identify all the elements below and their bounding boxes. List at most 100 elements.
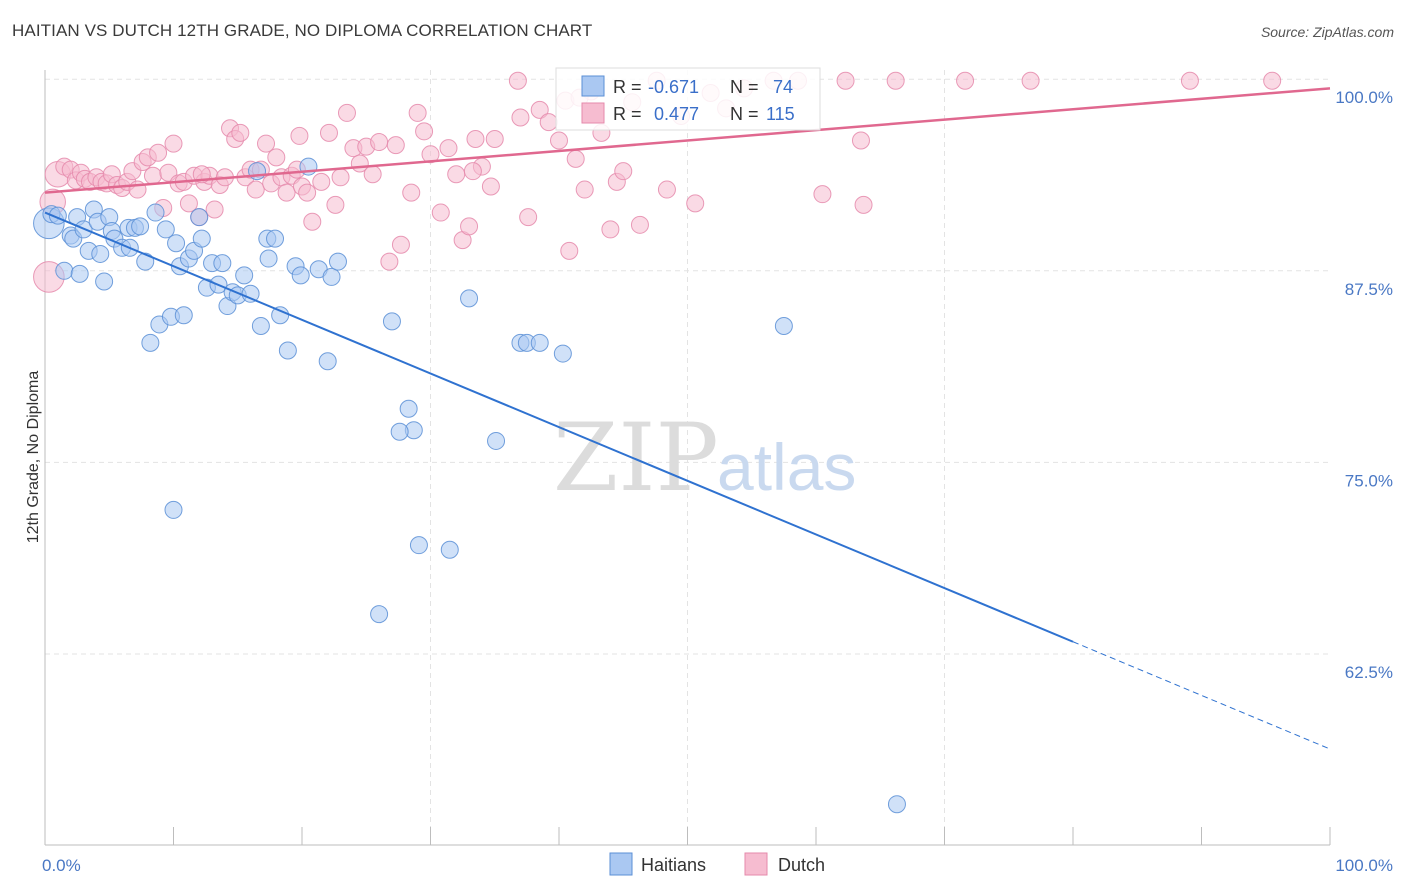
dutch-point-80 [530, 100, 549, 119]
watermark-atlas: atlas [717, 430, 856, 504]
haitian-point-47 [259, 249, 278, 268]
source-credit: Source: ZipAtlas.com [1260, 24, 1394, 40]
haitian-point-61 [409, 536, 428, 555]
haitian-point-7 [70, 264, 89, 283]
dutch-swatch [581, 102, 605, 124]
dutch-point-44 [267, 148, 286, 167]
dutch-point-88 [601, 220, 620, 239]
dutch-point-77 [485, 129, 504, 148]
haitian-point-23 [141, 333, 160, 352]
legend-haitians-label: Haitians [641, 855, 706, 875]
haitian-point-71 [887, 795, 906, 814]
y-tick-labels: 100.0% 87.5% 75.0% 62.5% [1335, 88, 1393, 682]
haitian-point-45 [251, 316, 270, 335]
haitian-point-12 [91, 244, 110, 263]
dutch-point-46 [277, 183, 296, 202]
haitian-point-67 [530, 333, 549, 352]
dutch-trend-line [44, 87, 1331, 194]
dutch-r-label: R = [613, 104, 642, 124]
haitian-point-57 [328, 252, 347, 271]
haitian-point-56 [322, 267, 341, 286]
dutch-point-116 [560, 241, 579, 260]
dutch-point-64 [391, 235, 410, 254]
y-axis-title: 12th Grade, No Diploma [25, 371, 42, 544]
haitian-point-26 [156, 220, 175, 239]
dutch-point-42 [257, 134, 276, 153]
trend-lines [44, 87, 1331, 750]
haitian-point-13 [95, 272, 114, 291]
dutch-point-27 [179, 194, 198, 213]
haitian-point-72 [774, 316, 793, 335]
dutch-point-71 [447, 165, 466, 184]
dutch-point-51 [303, 212, 322, 231]
dutch-point-67 [415, 122, 434, 141]
dutch-point-81 [539, 113, 558, 132]
dutch-point-24 [164, 134, 183, 153]
haitian-point-38 [213, 254, 232, 273]
legend-dutch-label: Dutch [778, 855, 825, 875]
haitians-n-label: N = [730, 77, 759, 97]
watermark: ZIP atlas [553, 404, 856, 513]
dutch-point-76 [481, 177, 500, 196]
x-tick-label-0: 0.0% [42, 856, 81, 875]
haitian-point-33 [190, 208, 209, 227]
haitians-r-value: -0.671 [648, 77, 699, 97]
dutch-point-74 [466, 129, 485, 148]
dutch-point-54 [326, 195, 345, 214]
dutch-point-52 [312, 172, 331, 191]
dutch-point-55 [331, 168, 350, 187]
dutch-point-114 [290, 126, 309, 145]
haitian-point-55 [318, 352, 337, 371]
dutch-point-73 [460, 217, 479, 236]
dutch-point-66 [408, 103, 427, 122]
legend-haitians-swatch [609, 852, 633, 876]
haitians-r-label: R = [613, 77, 642, 97]
dutch-point-99 [813, 185, 832, 204]
y-tick-label-1: 87.5% [1345, 280, 1393, 299]
dutch-point-82 [550, 131, 568, 150]
dutch-n-label: N = [730, 104, 759, 124]
dutch-point-32 [205, 200, 224, 219]
haitian-point-42 [235, 266, 254, 285]
haitian-point-43 [241, 284, 260, 303]
chart-title: HAITIAN VS DUTCH 12TH GRADE, NO DIPLOMA … [12, 21, 593, 40]
haitian-point-68 [553, 344, 572, 363]
dutch-point-61 [370, 133, 389, 152]
dutch-point-110 [956, 71, 975, 90]
haitian-point-59 [399, 399, 418, 418]
dutch-point-37 [231, 123, 250, 142]
haitian-point-21 [131, 217, 150, 236]
dutch-point-102 [854, 195, 873, 214]
dutch-point-56 [337, 103, 356, 122]
dutch-point-79 [519, 208, 538, 227]
x-tick-labels: 0.0% 100.0% [42, 856, 1393, 875]
dutch-point-85 [575, 180, 594, 199]
dutch-point-68 [421, 145, 440, 164]
legend-dutch-swatch [744, 852, 768, 876]
dutch-point-112 [1180, 71, 1199, 90]
dutch-point-90 [614, 162, 633, 181]
series-legend: Haitians Dutch [609, 852, 825, 876]
dutch-point-111 [1021, 71, 1040, 90]
dutch-point-113 [1263, 71, 1282, 90]
dutch-point-62 [380, 252, 399, 271]
haitian-point-58 [382, 312, 401, 331]
dutch-point-69 [431, 203, 450, 222]
dutch-point-20 [143, 166, 162, 185]
dutch-point-65 [402, 183, 421, 202]
haitian-point-73 [390, 422, 409, 441]
haitian-point-28 [167, 234, 186, 253]
dutch-point-70 [439, 139, 458, 158]
haitian-point-48 [266, 229, 285, 248]
x-tick-label-1: 100.0% [1335, 856, 1393, 875]
haitians-n-value: 74 [773, 77, 793, 97]
dutch-point-103 [886, 71, 905, 90]
y-tick-label-2: 75.0% [1345, 471, 1393, 490]
haitian-point-34 [192, 229, 211, 248]
dutch-point-40 [246, 180, 265, 199]
dutch-point-53 [319, 123, 338, 142]
haitian-point-64 [487, 431, 506, 450]
haitian-trend-extension [1072, 641, 1331, 750]
dutch-point-100 [836, 71, 855, 90]
